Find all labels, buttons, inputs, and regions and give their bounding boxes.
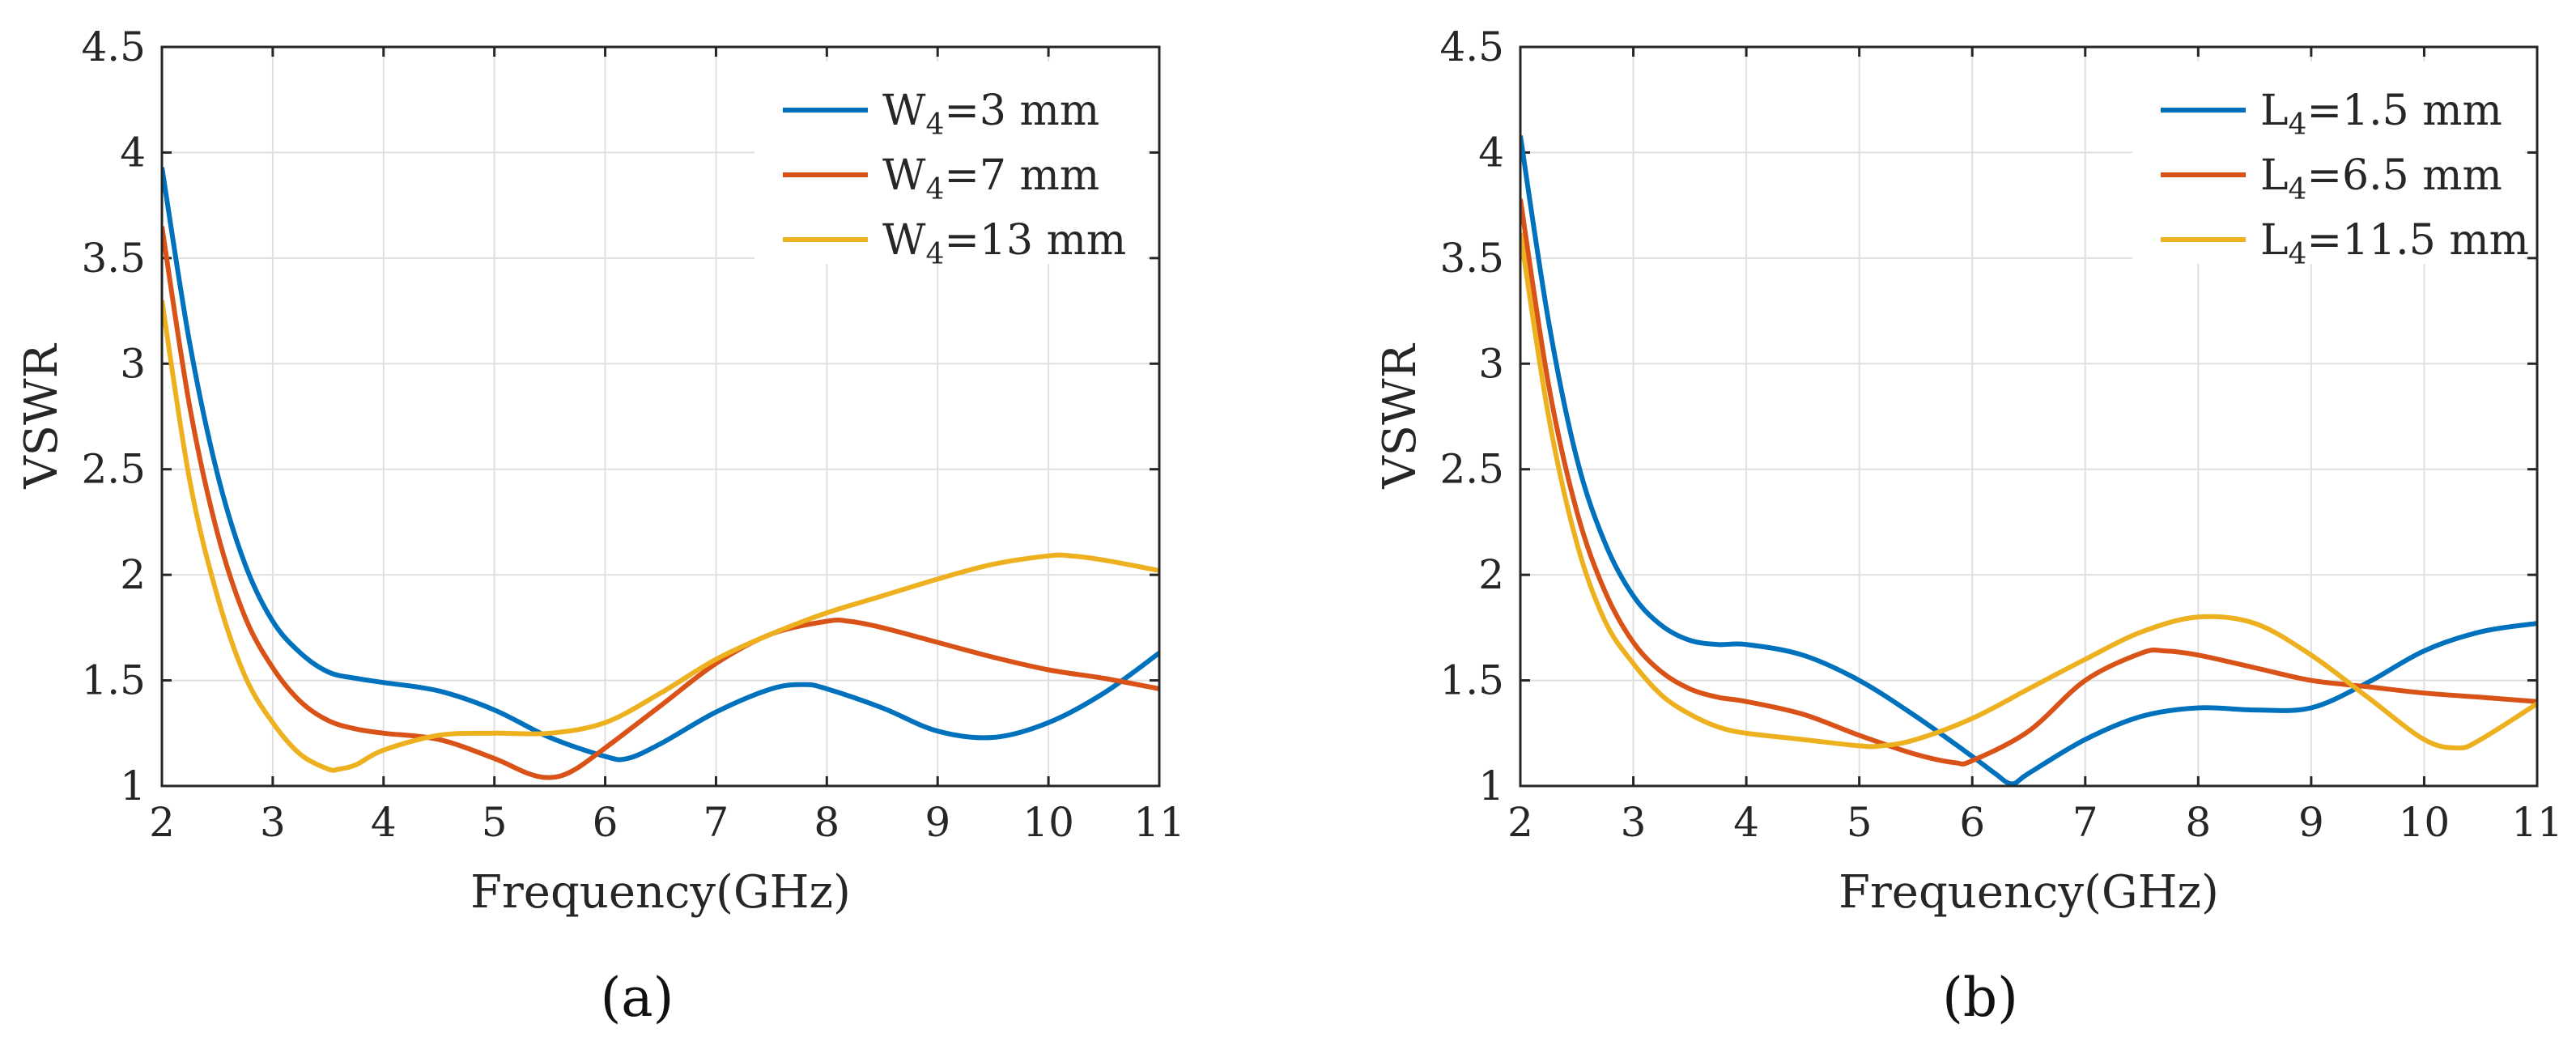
- y-tick-label: 4: [1478, 129, 1504, 176]
- y-tick-label: 1.5: [81, 657, 146, 704]
- y-axis-label: VSWR: [1374, 342, 1426, 489]
- legend-label-symbol: L: [2260, 216, 2289, 265]
- legend-label-subscript: 4: [2289, 238, 2307, 271]
- legend-label-symbol: L: [2260, 87, 2289, 135]
- x-tick-label: 4: [1733, 799, 1759, 846]
- x-tick-label: 6: [593, 799, 618, 846]
- y-tick-label: 1: [1478, 763, 1504, 809]
- x-tick-label: 3: [260, 799, 286, 846]
- legend-label-subscript: 4: [925, 108, 944, 142]
- y-tick-label: 4.5: [81, 23, 146, 70]
- y-tick-label: 2: [120, 551, 146, 598]
- legend-label-symbol: W: [882, 151, 926, 200]
- y-tick-label: 3.5: [1439, 235, 1504, 282]
- y-tick-label: 4.5: [1439, 23, 1504, 70]
- x-tick-label: 6: [1959, 799, 1985, 846]
- series-line-1: [162, 226, 1159, 780]
- plot-frame: [160, 45, 1161, 788]
- legend-label-suffix: =11.5 mm: [2306, 216, 2529, 265]
- y-tick-label: 1: [120, 763, 146, 809]
- x-tick-label: 9: [925, 799, 950, 846]
- y-tick-label: 2: [1478, 551, 1504, 598]
- legend-label-subscript: 4: [2289, 108, 2307, 142]
- y-tick-label: 2.5: [81, 446, 146, 493]
- legend-label-symbol: W: [882, 216, 926, 265]
- x-tick-label: 7: [2072, 799, 2098, 846]
- x-tick-label: 7: [704, 799, 729, 846]
- legend-label-symbol: W: [882, 87, 926, 135]
- legend-label-symbol: L: [2260, 151, 2289, 200]
- legend-label-subscript: 4: [2289, 173, 2307, 206]
- plot-frame: [1519, 45, 2539, 788]
- y-tick-label: 2.5: [1439, 446, 1504, 493]
- panel-label-a: (a): [601, 966, 674, 1029]
- x-tick-label: 9: [2298, 799, 2324, 846]
- legend-label-0: W4=3 mm: [882, 87, 1099, 142]
- x-tick-label: 5: [482, 799, 508, 846]
- legend-label-1: L4=6.5 mm: [2260, 151, 2502, 206]
- legend-label-suffix: =6.5 mm: [2306, 151, 2502, 200]
- x-tick-label: 10: [2399, 799, 2451, 846]
- legend-box: [2132, 62, 2525, 264]
- legend-label-2: W4=13 mm: [882, 216, 1126, 271]
- y-tick-label: 3: [1478, 340, 1504, 387]
- y-tick-label: 4: [120, 129, 146, 176]
- legend-label-suffix: =7 mm: [944, 151, 1099, 200]
- legend-box: [755, 62, 1147, 264]
- x-tick-label: 2: [1507, 799, 1533, 846]
- series-line-0: [162, 167, 1159, 763]
- chart-panel-a: (a) 2 3 4 5 6 7 8 9 10 1111.522.533.544.5Frequenc…: [15, 23, 1185, 1029]
- x-tick-label: 11: [1133, 799, 1185, 846]
- panel-label-b: (b): [1942, 966, 2018, 1029]
- x-axis-label: Frequency(GHz): [470, 866, 851, 919]
- y-tick-label: 3.5: [81, 235, 146, 282]
- chart-panel-b: (b) 2 3 4 5 6 7 8 9 10 1111.522.533.544.5Frequenc…: [1374, 23, 2563, 1029]
- legend-label-subscript: 4: [925, 238, 944, 271]
- series-line-1: [1520, 198, 2537, 767]
- legend-label-1: W4=7 mm: [882, 151, 1099, 206]
- y-tick-label: 3: [120, 340, 146, 387]
- x-tick-label: 3: [1621, 799, 1647, 846]
- legend-label-suffix: =1.5 mm: [2306, 87, 2502, 135]
- legend-label-subscript: 4: [925, 173, 944, 206]
- legend-label-2: L4=11.5 mm: [2260, 216, 2529, 271]
- series-line-2: [1520, 232, 2537, 750]
- x-axis-label: Frequency(GHz): [1838, 866, 2219, 919]
- x-tick-label: 11: [2511, 799, 2563, 846]
- y-axis-label: VSWR: [15, 342, 68, 489]
- legend-label-0: L4=1.5 mm: [2260, 87, 2502, 142]
- x-tick-label: 2: [149, 799, 175, 846]
- x-tick-label: 5: [1847, 799, 1872, 846]
- legend-label-suffix: =13 mm: [944, 216, 1126, 265]
- legend-label-suffix: =3 mm: [944, 87, 1099, 135]
- x-tick-label: 8: [2185, 799, 2211, 846]
- series-line-2: [162, 299, 1159, 773]
- x-tick-label: 8: [814, 799, 840, 846]
- x-tick-label: 10: [1022, 799, 1074, 846]
- x-tick-label: 4: [371, 799, 397, 846]
- y-tick-label: 1.5: [1439, 657, 1504, 704]
